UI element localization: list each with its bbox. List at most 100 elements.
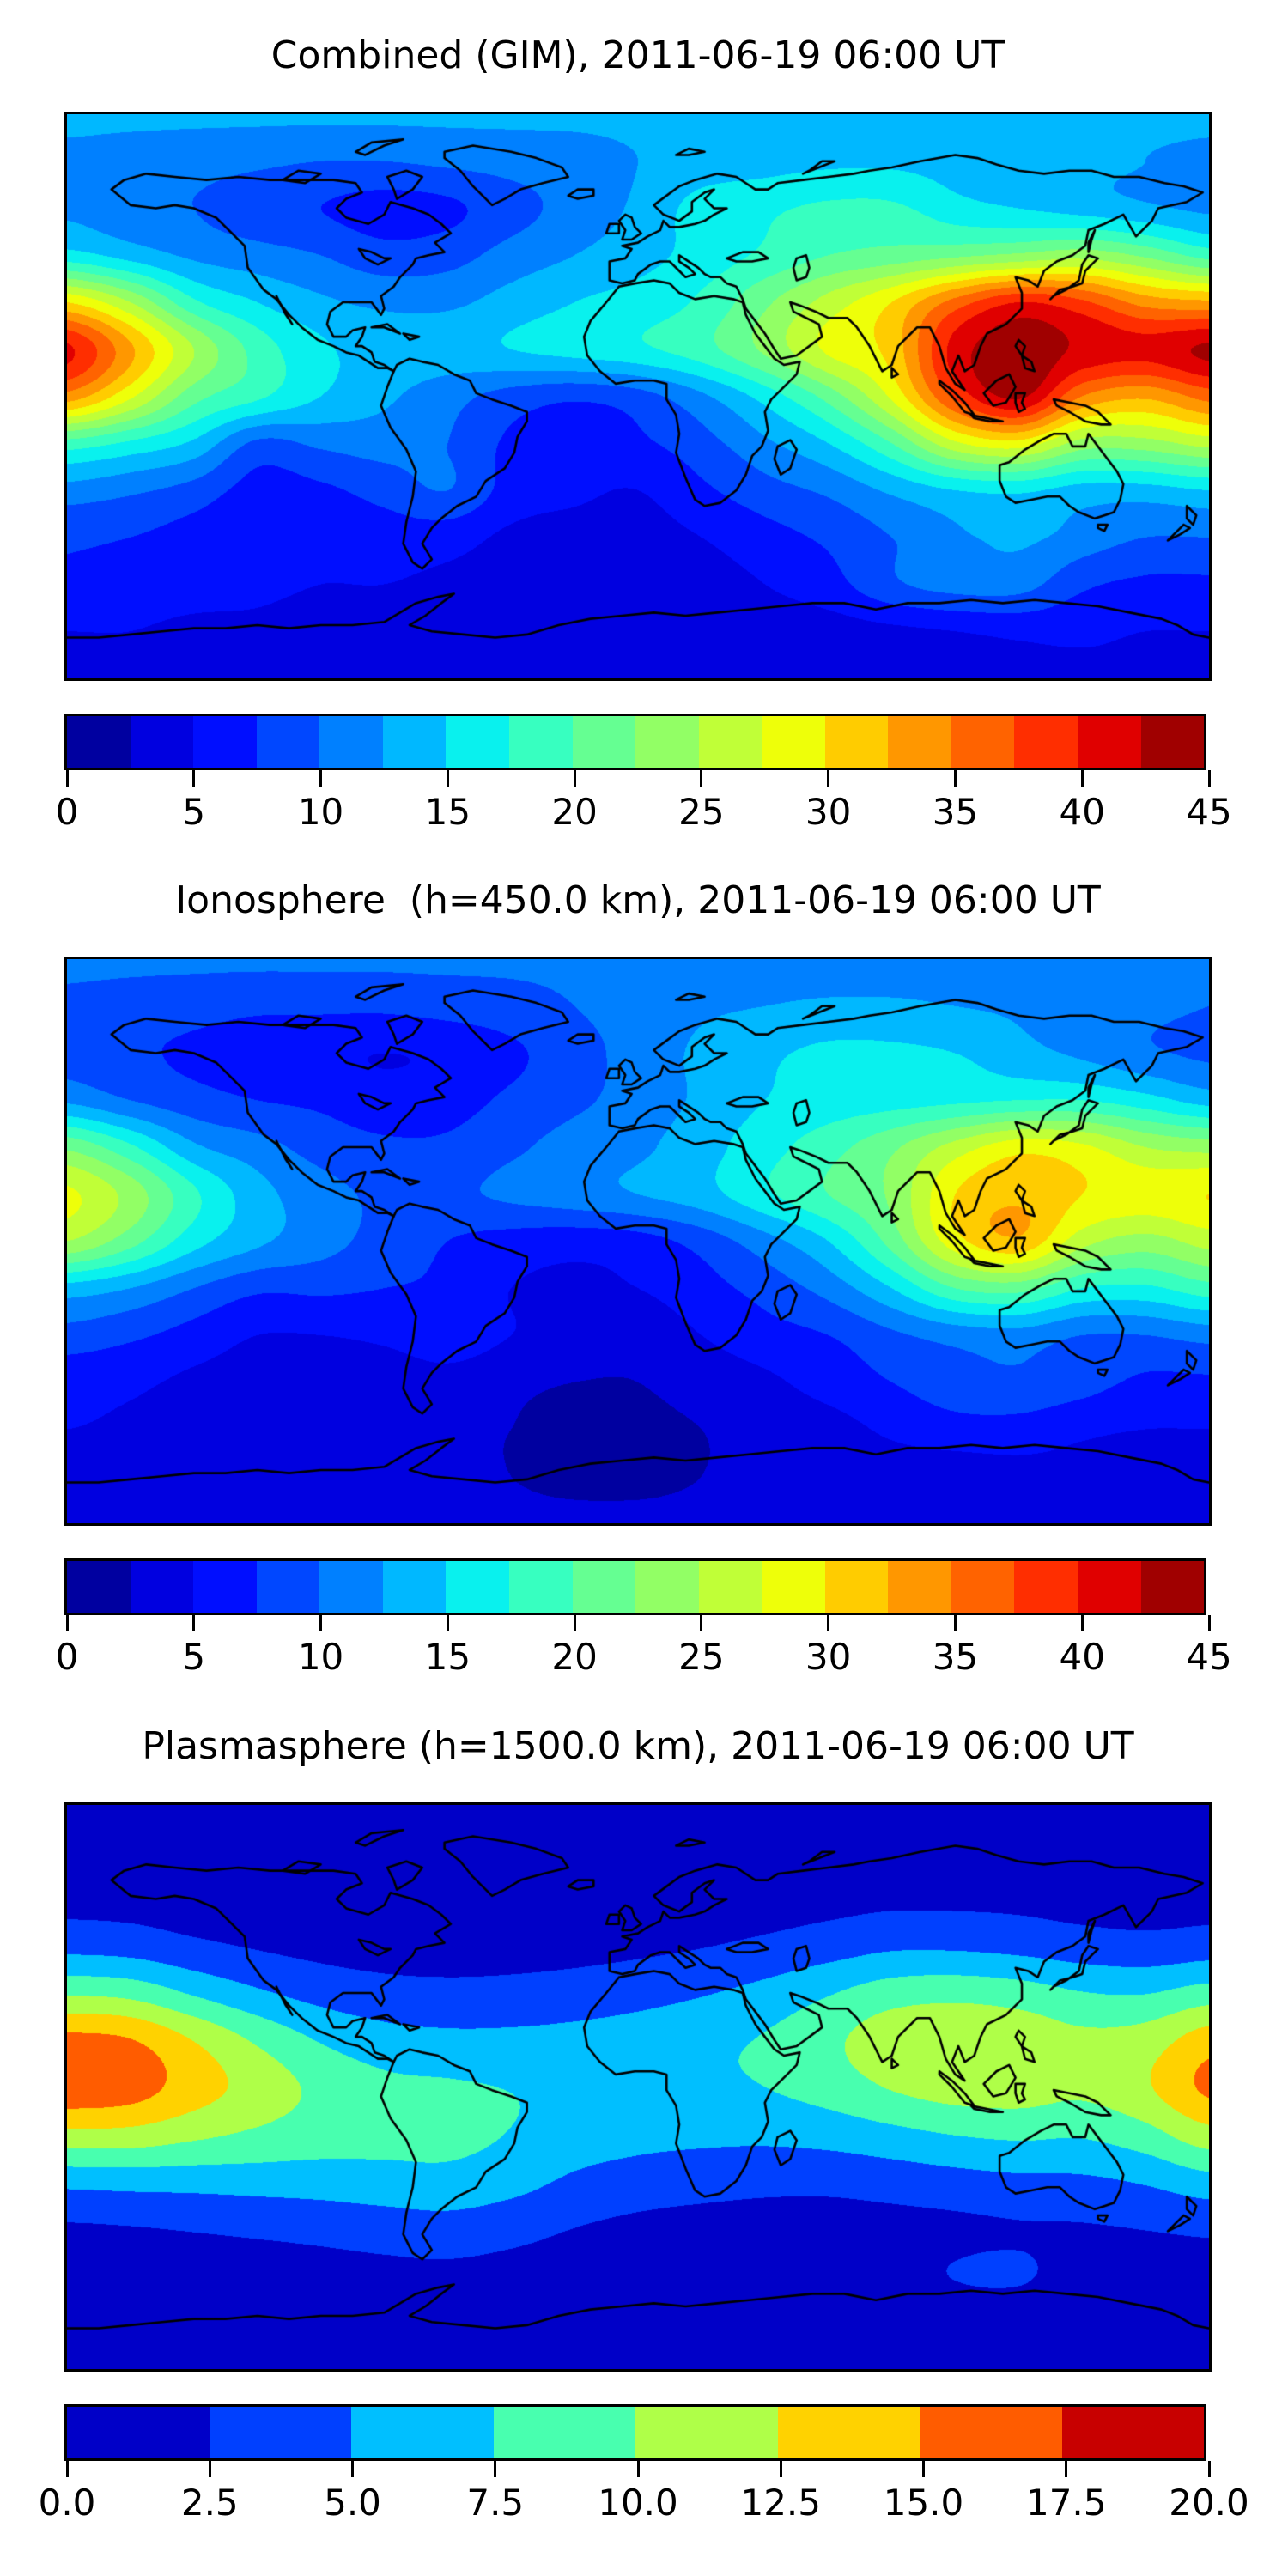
colorbar-segment	[762, 1561, 825, 1613]
colorbar-segment	[256, 1561, 320, 1613]
colorbar-tick	[494, 2461, 497, 2477]
colorbar-tick	[953, 770, 957, 787]
colorbar-tick	[1065, 2461, 1068, 2477]
colorbar-tick	[827, 1615, 830, 1631]
colorbar-segment	[130, 1561, 194, 1613]
map-canvas-plasmasphere	[67, 1805, 1209, 2369]
colorbar-tick-labels-ionosphere: 0 5 10 15 20 25 30 35 40 45	[56, 1635, 1232, 1680]
colorbar-tick-label: 15	[424, 1636, 471, 1678]
colorbar-segment	[888, 1561, 951, 1613]
colorbar-tick-label: 15	[424, 791, 471, 833]
colorbar-tick	[953, 1615, 957, 1631]
colorbar-tick-label: 20.0	[1169, 2482, 1249, 2524]
colorbar-tick-label: 15.0	[883, 2482, 964, 2524]
colorbar-tick-label: 10.0	[598, 2482, 678, 2524]
colorbar-tick	[1207, 770, 1211, 787]
colorbar-tick-label: 5.0	[324, 2482, 381, 2524]
colorbar-ionosphere	[64, 1558, 1206, 1615]
colorbar-segment	[493, 2407, 635, 2458]
colorbar-segment	[951, 716, 1015, 768]
colorbar-tick-label: 35	[932, 1636, 979, 1678]
colorbar-segment	[67, 716, 131, 768]
panel-plasmasphere: Plasmasphere (h=1500.0 km), 2011-06-19 0…	[0, 1691, 1288, 2537]
colorbar-segment	[951, 1561, 1015, 1613]
colorbar-segment	[351, 2407, 494, 2458]
colorbar-tick-label: 0.0	[38, 2482, 96, 2524]
colorbar-tick-label: 12.5	[740, 2482, 822, 2524]
colorbar-segment	[572, 716, 636, 768]
colorbar-tick-labels-combined: 0 5 10 15 20 25 30 35 40 45	[56, 790, 1232, 835]
colorbar-tick-label: 17.5	[1025, 2482, 1107, 2524]
colorbar-tick-label: 20	[551, 791, 598, 833]
colorbar-tick-label: 25	[678, 1636, 725, 1678]
map-plasmasphere	[64, 1802, 1212, 2372]
map-combined-gim	[64, 112, 1212, 681]
colorbar-tick	[779, 2461, 782, 2477]
panel-title-combined: Combined (GIM), 2011-06-19 06:00 UT	[270, 33, 1005, 77]
colorbar-tick	[573, 770, 576, 787]
colorbar-ticks-combined	[65, 770, 1211, 787]
colorbar-tick	[192, 1615, 196, 1631]
colorbar-tick-label: 7.5	[466, 2482, 525, 2524]
colorbar-segment	[67, 2407, 210, 2458]
colorbar-segment	[635, 1561, 699, 1613]
colorbar-tick	[1207, 1615, 1211, 1631]
colorbar-tick-label: 5	[182, 791, 206, 833]
colorbar-tick-label: 0	[55, 1636, 79, 1678]
colorbar-ticks-plasmasphere	[65, 2461, 1211, 2478]
colorbar-tick	[351, 2461, 354, 2477]
colorbar-tick-label: 40	[1059, 1636, 1105, 1678]
colorbar-tick	[192, 770, 196, 787]
colorbar-segment	[130, 716, 194, 768]
colorbar-tick-labels-plasmasphere: 0.0 2.5 5.0 7.5 10.0 12.5 15.0 17.5 20.0	[39, 2481, 1249, 2525]
colorbar-segment	[698, 716, 762, 768]
colorbar-tick	[446, 1615, 449, 1631]
colorbar-segment	[319, 1561, 383, 1613]
colorbar-tick-label: 0	[55, 791, 79, 833]
colorbar-tick	[636, 2461, 640, 2477]
colorbar-segment	[193, 716, 257, 768]
map-ionosphere	[64, 957, 1212, 1526]
colorbar-tick-label: 25	[678, 791, 725, 833]
colorbar-segment	[1014, 716, 1078, 768]
colorbar-segment	[508, 716, 573, 768]
colorbar-segment	[382, 1561, 447, 1613]
colorbar-segment	[1078, 716, 1141, 768]
colorbar-tick-label: 40	[1059, 791, 1105, 833]
colorbar-tick-label: 35	[932, 791, 979, 833]
colorbar-tick-label: 20	[551, 1636, 598, 1678]
colorbar-segment	[382, 716, 447, 768]
colorbar-tick-label: 45	[1186, 791, 1232, 833]
colorbar-tick	[827, 770, 830, 787]
colorbar-tick	[1080, 1615, 1084, 1631]
panel-title-ionosphere: Ionosphere (h=450.0 km), 2011-06-19 06:0…	[175, 878, 1101, 922]
colorbar-tick-label: 10	[297, 1636, 344, 1678]
colorbar-segment	[209, 2407, 351, 2458]
colorbar-tick-label: 45	[1186, 1636, 1232, 1678]
panel-combined-gim: Combined (GIM), 2011-06-19 06:00 UT 0 5 10…	[0, 0, 1288, 846]
colorbar-segment	[1078, 1561, 1141, 1613]
colorbar-tick-label: 30	[805, 1636, 852, 1678]
panel-title-plasmasphere: Plasmasphere (h=1500.0 km), 2011-06-19 0…	[142, 1724, 1134, 1768]
map-canvas-combined	[67, 114, 1209, 678]
colorbar-ticks-ionosphere	[65, 1615, 1211, 1632]
colorbar-tick-label: 30	[805, 791, 852, 833]
colorbar-tick	[319, 1615, 323, 1631]
colorbar-segment	[635, 2407, 778, 2458]
colorbar-tick	[446, 770, 449, 787]
colorbar-segment	[824, 716, 889, 768]
colorbar-plasmasphere	[64, 2404, 1206, 2461]
colorbar-segment	[698, 1561, 762, 1613]
colorbar-segment	[635, 716, 699, 768]
colorbar-segment	[572, 1561, 636, 1613]
colorbar-tick	[65, 2461, 69, 2477]
colorbar-tick-label: 10	[297, 791, 344, 833]
colorbar-combined	[64, 714, 1206, 770]
colorbar-tick-label: 5	[182, 1636, 206, 1678]
colorbar-segment	[1140, 716, 1205, 768]
colorbar-segment	[888, 716, 951, 768]
colorbar-tick	[1080, 770, 1084, 787]
colorbar-segment	[777, 2407, 920, 2458]
colorbar-segment	[762, 716, 825, 768]
